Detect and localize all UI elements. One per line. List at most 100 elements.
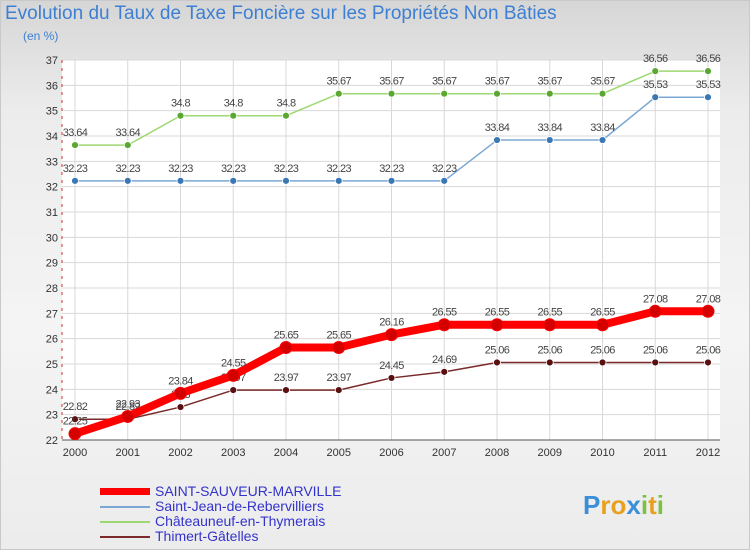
data-point xyxy=(334,89,343,98)
data-point xyxy=(385,328,398,342)
data-label: 26.55 xyxy=(432,307,457,319)
data-point xyxy=(704,67,712,76)
data-point xyxy=(545,89,554,98)
data-point xyxy=(648,304,662,318)
y-tick-label: 32 xyxy=(46,182,58,194)
logo-letter: r xyxy=(600,490,611,520)
logo-letter: x xyxy=(626,490,641,520)
data-label: 35.53 xyxy=(696,79,721,91)
data-label: 32.23 xyxy=(326,163,351,175)
series-1: 32.23 32.23 32.23 32.23 32.23 32.23 32.23 32.23… xyxy=(63,79,721,185)
logo-letter: i xyxy=(656,490,664,520)
data-point xyxy=(282,111,290,120)
data-label: 32.23 xyxy=(379,163,404,175)
data-point xyxy=(493,89,501,98)
legend-swatch xyxy=(100,505,150,508)
logo-letter: o xyxy=(610,490,627,520)
legend-swatch xyxy=(100,535,150,538)
legend-label: SAINT-SAUVEUR-MARVILLE xyxy=(155,483,342,499)
data-label: 35.67 xyxy=(537,76,562,88)
data-point xyxy=(387,374,396,382)
data-point xyxy=(440,176,449,185)
y-tick-label: 34 xyxy=(46,131,58,143)
data-label: 33.84 xyxy=(537,122,562,134)
y-tick-label: 22 xyxy=(46,435,58,447)
legend-label: Saint-Jean-de-Rebervilliers xyxy=(155,498,324,514)
x-tick-label: 2002 xyxy=(168,447,192,459)
proxiti-logo: Proxiti xyxy=(583,490,664,521)
data-point xyxy=(387,89,396,98)
legend-item: Thimert-Gâtelles xyxy=(100,529,341,544)
data-label: 32.23 xyxy=(432,163,457,175)
data-point xyxy=(701,304,715,318)
data-point xyxy=(332,341,346,355)
y-tick-label: 25 xyxy=(46,359,58,371)
data-label: 23.97 xyxy=(274,372,299,384)
x-tick-label: 2000 xyxy=(63,447,87,459)
x-tick-label: 2003 xyxy=(221,447,245,459)
legend-swatch xyxy=(100,488,150,495)
data-label: 24.69 xyxy=(432,354,457,366)
data-point xyxy=(704,358,712,367)
legend: SAINT-SAUVEUR-MARVILLE Saint-Jean-de-Rebe… xyxy=(100,484,341,544)
data-label: 22.93 xyxy=(115,398,140,410)
data-label: 22.25 xyxy=(63,416,88,428)
y-tick-label: 24 xyxy=(46,384,58,396)
data-label: 25.06 xyxy=(696,344,721,356)
data-point xyxy=(229,176,238,185)
data-label: 26.55 xyxy=(590,307,615,319)
data-point xyxy=(651,67,660,76)
data-point xyxy=(229,386,238,394)
x-tick-label: 2011 xyxy=(643,447,667,459)
legend-swatch xyxy=(100,520,150,523)
data-point xyxy=(545,136,554,144)
data-point xyxy=(279,341,293,355)
data-point xyxy=(71,141,79,150)
data-point xyxy=(387,176,396,185)
data-point xyxy=(493,136,501,144)
data-label: 26.16 xyxy=(379,317,404,329)
data-point xyxy=(123,176,132,185)
series-0: 22.25 22.93 23.84 24.55 25.65 25.65 26.16 26.55… xyxy=(63,293,721,441)
data-label: 27.08 xyxy=(643,293,668,305)
data-label: 35.67 xyxy=(432,76,457,88)
data-point xyxy=(68,427,82,441)
data-point xyxy=(704,93,712,102)
y-tick-label: 23 xyxy=(46,410,58,422)
y-tick-label: 35 xyxy=(46,106,58,118)
data-label: 35.67 xyxy=(379,76,404,88)
data-point xyxy=(543,318,557,332)
data-label: 34.8 xyxy=(276,98,295,110)
y-tick-label: 26 xyxy=(46,334,58,346)
data-label: 35.53 xyxy=(643,79,668,91)
data-label: 25.06 xyxy=(537,344,562,356)
data-point xyxy=(440,367,449,376)
legend-label: Thimert-Gâtelles xyxy=(155,528,259,544)
data-point xyxy=(493,358,501,367)
data-point xyxy=(598,89,607,98)
data-label: 35.67 xyxy=(326,76,351,88)
series-2: 33.64 33.64 34.8 34.8 34.8 35.67 35.67 35.67 35.… xyxy=(63,53,721,150)
data-label: 26.55 xyxy=(537,307,562,319)
data-point xyxy=(121,409,135,423)
data-label: 24.45 xyxy=(379,360,404,372)
data-label: 25.06 xyxy=(485,344,510,356)
data-label: 33.64 xyxy=(63,127,88,139)
data-point xyxy=(596,318,609,332)
data-label: 25.65 xyxy=(326,330,351,342)
data-point xyxy=(490,318,504,332)
data-point xyxy=(123,141,132,150)
data-point xyxy=(651,358,660,367)
data-label: 26.55 xyxy=(485,307,510,319)
logo-letter: P xyxy=(583,490,601,520)
data-label: 27.08 xyxy=(696,293,721,305)
data-point xyxy=(282,176,290,185)
y-tick-label: 27 xyxy=(46,308,58,320)
data-label: 24.55 xyxy=(221,357,246,369)
data-point xyxy=(437,318,451,332)
x-tick-label: 2012 xyxy=(696,447,720,459)
x-tick-label: 2010 xyxy=(590,447,614,459)
data-label: 32.23 xyxy=(168,163,193,175)
x-tick-label: 2005 xyxy=(327,447,351,459)
data-point xyxy=(282,386,290,394)
